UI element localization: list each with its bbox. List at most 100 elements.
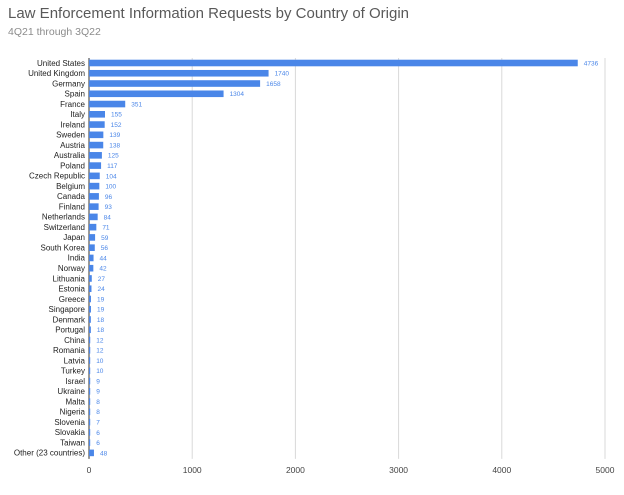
category-label: Slovakia [55, 428, 86, 437]
value-label: 56 [101, 245, 109, 252]
x-tick-label: 1000 [183, 465, 202, 475]
category-label: Czech Republic [29, 172, 85, 181]
category-label: Austria [60, 141, 85, 150]
bar [89, 203, 99, 210]
bar [89, 69, 269, 77]
bar [89, 90, 224, 98]
value-label: 93 [105, 204, 113, 211]
value-label: 42 [99, 266, 107, 273]
bar [89, 254, 94, 262]
bar [89, 305, 91, 313]
value-labels: 4736174016581304351155152139138125117104… [96, 60, 598, 457]
category-label: China [64, 336, 85, 345]
category-label: Estonia [58, 285, 85, 294]
value-label: 8 [96, 399, 100, 406]
value-label: 9 [96, 389, 100, 396]
bar [89, 408, 91, 416]
category-label: Italy [70, 110, 85, 119]
bar [89, 172, 100, 180]
value-label: 44 [100, 255, 108, 262]
category-label: Malta [65, 397, 85, 406]
bar [89, 388, 91, 395]
bar [89, 80, 261, 87]
grid-lines [88, 58, 606, 459]
category-label: United Kingdom [28, 69, 85, 78]
value-label: 18 [97, 317, 105, 324]
category-label: Australia [54, 151, 86, 160]
category-label: Germany [52, 79, 85, 88]
category-label: Romania [53, 346, 86, 355]
bar [89, 336, 91, 344]
value-label: 7 [96, 420, 100, 427]
category-label: Netherlands [42, 213, 85, 222]
value-label: 10 [96, 368, 104, 375]
x-tick-label: 5000 [596, 465, 615, 475]
bar [89, 264, 94, 272]
value-label: 152 [111, 122, 122, 129]
bar [89, 111, 105, 118]
bar [89, 223, 97, 231]
bar [89, 234, 96, 241]
category-label: Denmark [53, 315, 86, 324]
value-label: 9 [96, 378, 100, 385]
chart-subtitle: 4Q21 through 3Q22 [8, 26, 101, 38]
bar [89, 367, 91, 375]
bar [89, 131, 104, 139]
value-label: 19 [97, 296, 105, 303]
category-label: Poland [60, 161, 85, 170]
category-label: Spain [65, 90, 85, 99]
value-label: 100 [105, 184, 116, 191]
bar [89, 152, 102, 159]
bar [89, 59, 578, 67]
value-label: 351 [131, 101, 142, 108]
value-label: 104 [106, 173, 117, 180]
value-label: 1740 [275, 71, 290, 78]
x-tick-label: 0 [87, 465, 92, 475]
bar [89, 193, 99, 200]
category-label: United States [37, 59, 85, 68]
value-label: 12 [96, 348, 104, 355]
category-label: Singapore [49, 305, 86, 314]
category-label: Ireland [61, 120, 85, 129]
category-label: Nigeria [60, 408, 86, 417]
value-label: 19 [97, 307, 105, 314]
category-label: Japan [63, 233, 85, 242]
value-label: 71 [102, 225, 110, 232]
bar [89, 377, 91, 385]
value-label: 125 [108, 153, 119, 160]
value-label: 117 [107, 163, 118, 170]
value-label: 155 [111, 112, 122, 119]
bar [89, 213, 98, 221]
category-label: Finland [59, 202, 85, 211]
value-label: 4736 [584, 60, 599, 67]
bar [89, 418, 91, 426]
bar [89, 100, 126, 108]
category-label: Ukraine [57, 387, 85, 396]
bar [89, 182, 100, 190]
category-label: India [68, 254, 86, 263]
value-label: 138 [109, 142, 120, 149]
category-label: Canada [57, 192, 86, 201]
value-label: 59 [101, 235, 109, 242]
bar [89, 141, 104, 149]
value-label: 84 [104, 214, 112, 221]
category-label: Israel [65, 377, 85, 386]
value-label: 1658 [266, 81, 281, 88]
category-label: France [60, 100, 85, 109]
bar [89, 429, 91, 436]
category-label: Sweden [56, 131, 85, 140]
category-label: Other (23 countries) [14, 449, 85, 458]
value-label: 12 [96, 337, 104, 344]
bar [89, 121, 105, 128]
category-label: South Korea [41, 243, 86, 252]
bar [89, 285, 92, 293]
category-label: Slovenia [54, 418, 85, 427]
category-label: Latvia [64, 356, 86, 365]
category-label: Portugal [55, 326, 85, 335]
bar [89, 439, 91, 446]
value-label: 6 [96, 430, 100, 437]
value-label: 8 [96, 409, 100, 416]
value-label: 6 [96, 440, 100, 447]
